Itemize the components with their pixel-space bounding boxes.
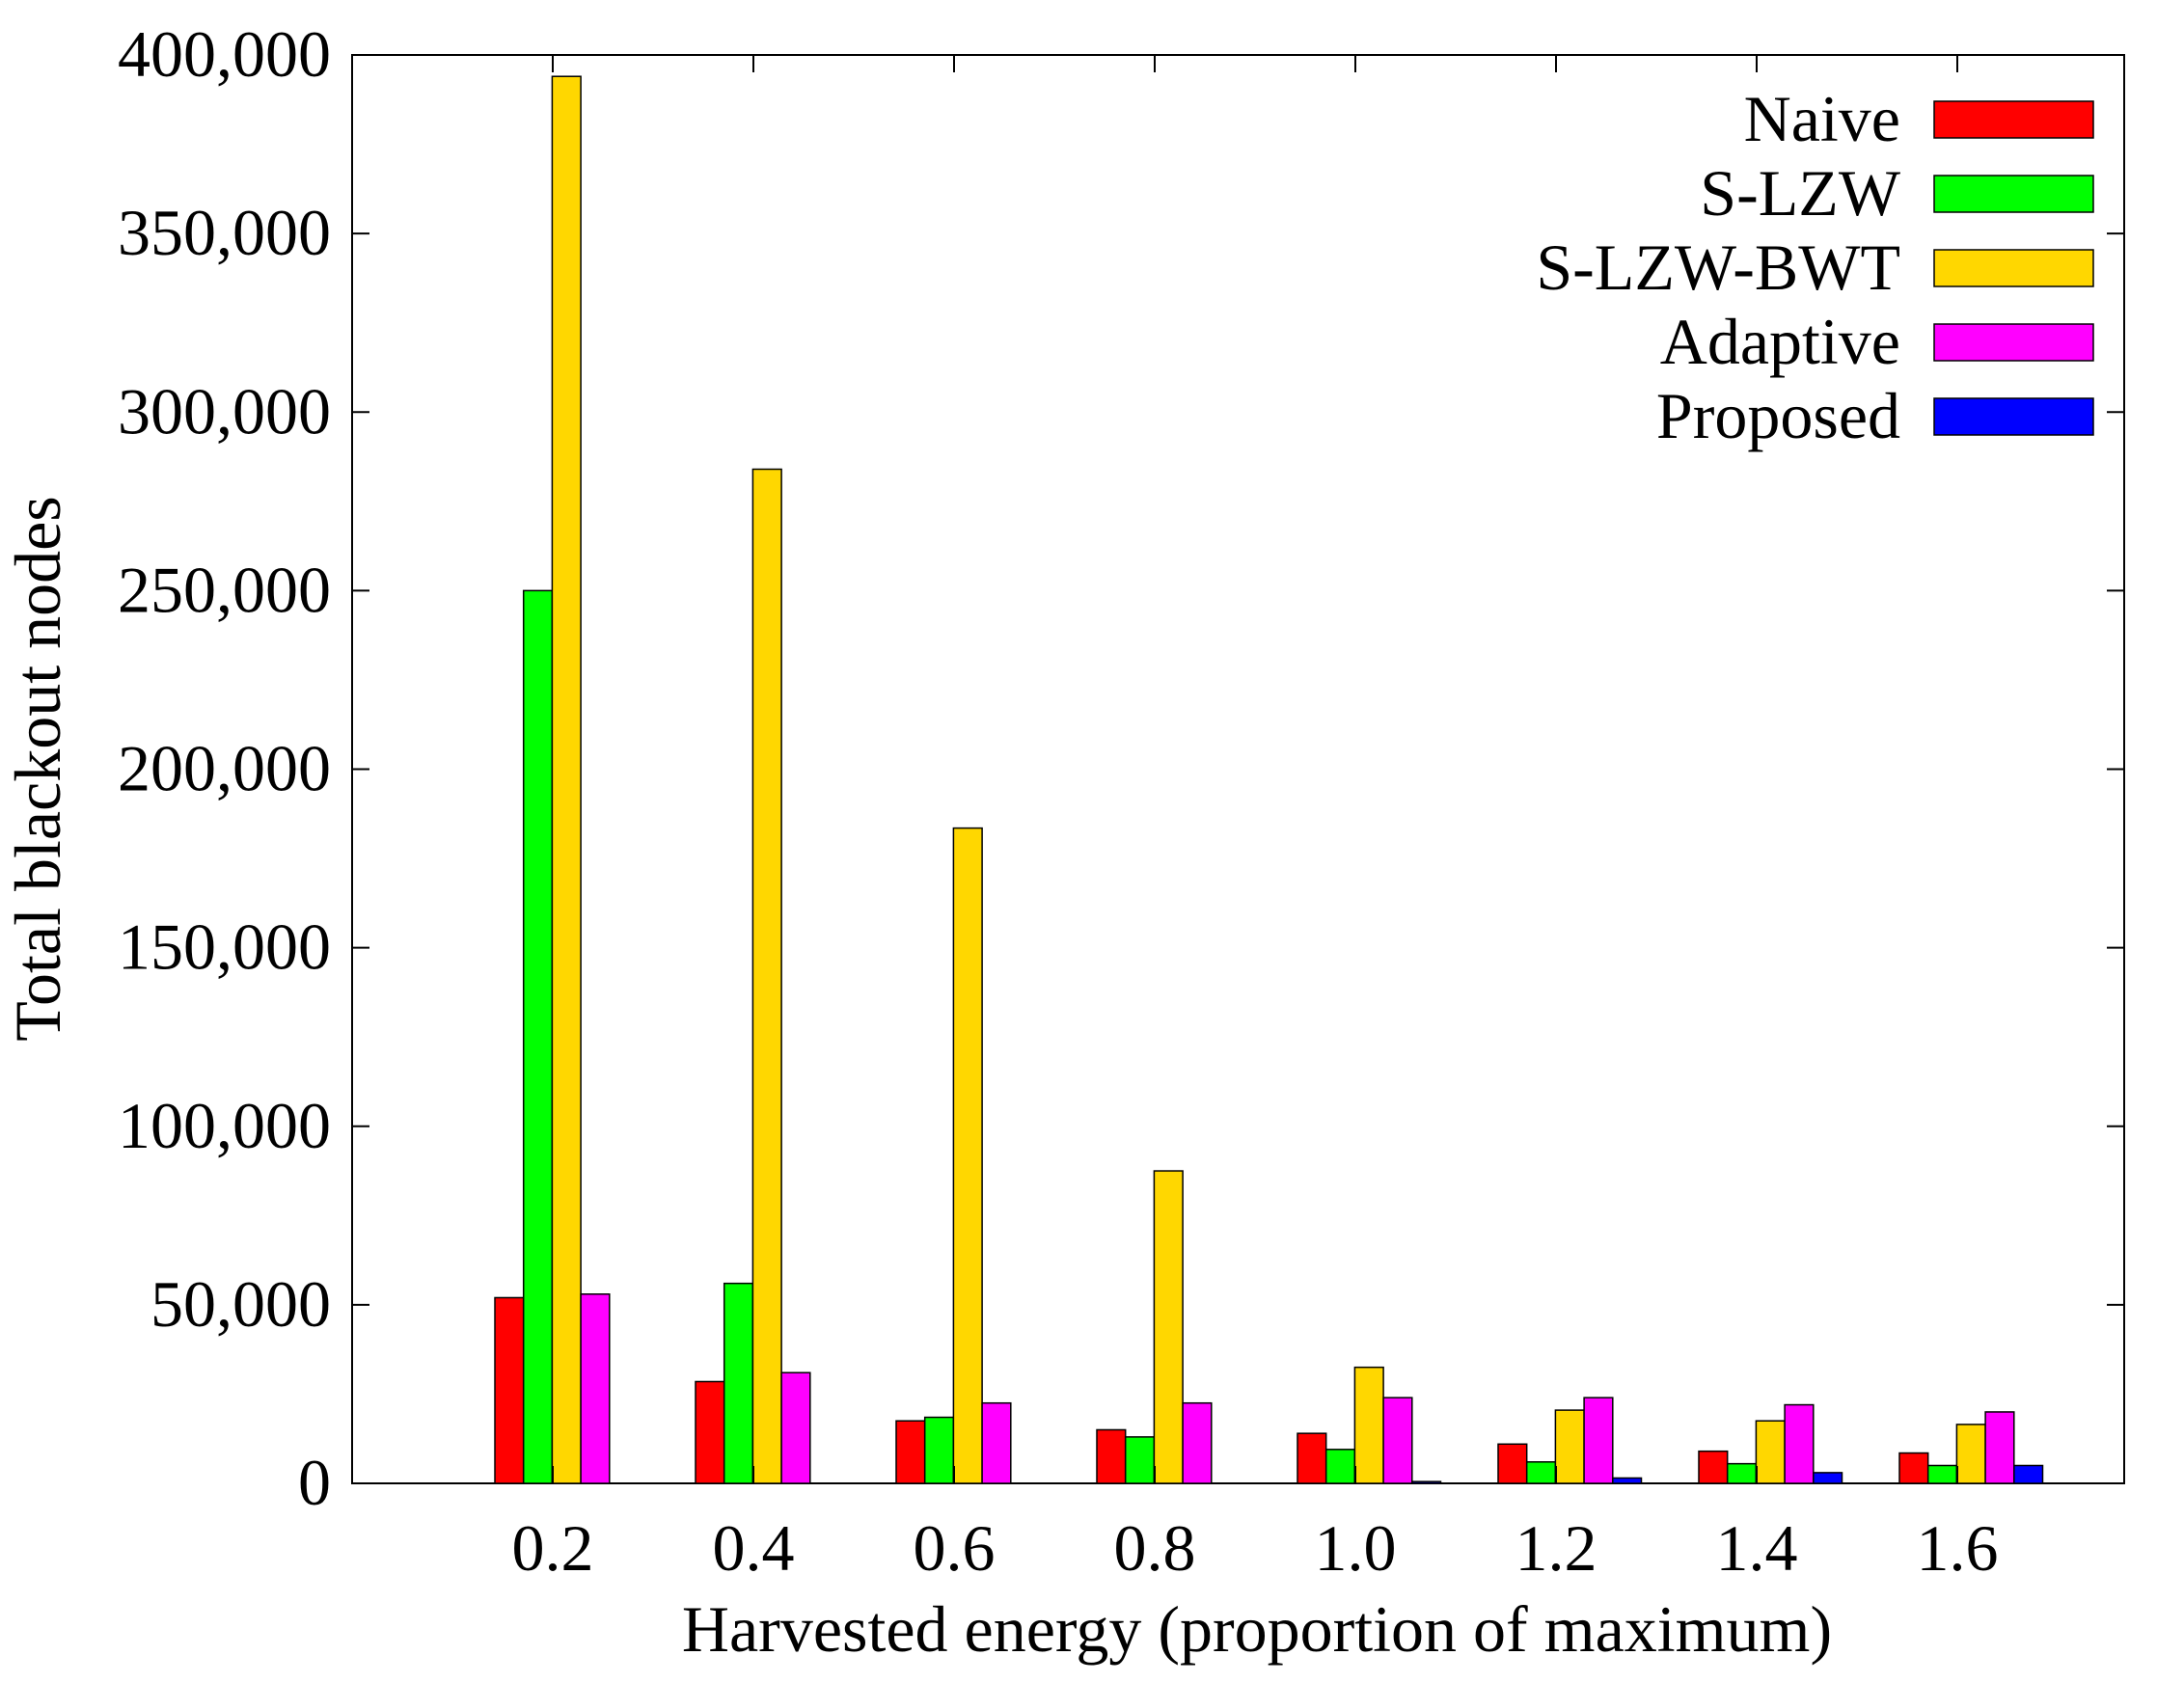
bar-naive — [494, 1296, 525, 1484]
bar-adaptive — [1784, 1403, 1815, 1484]
bar-s-lzw-bwt — [751, 468, 782, 1484]
bar-s-lzw-bwt — [1955, 1424, 1986, 1484]
bar-proposed — [2013, 1464, 2044, 1484]
bar-naive — [1497, 1443, 1528, 1484]
bar-group — [494, 75, 2044, 1484]
bar-naive — [895, 1420, 926, 1484]
y-tick-label: 300,000 — [118, 374, 331, 448]
bar-s-lzw-bwt — [1353, 1366, 1384, 1484]
bar-naive — [1096, 1428, 1127, 1484]
bar-naive — [695, 1380, 725, 1484]
legend-label: Proposed — [1656, 379, 1900, 452]
y-tick-label: 50,000 — [150, 1267, 331, 1341]
bar-s-lzw — [1324, 1449, 1356, 1484]
x-tick-label: 1.2 — [1515, 1511, 1597, 1585]
x-axis-title: Harvested energy (proportion of maximum) — [682, 1592, 1832, 1666]
bar-naive — [1297, 1432, 1327, 1484]
bar-naive — [1698, 1450, 1729, 1484]
bar-s-lzw-bwt — [1153, 1170, 1184, 1484]
bar-s-lzw-bwt — [551, 75, 582, 1484]
bar-adaptive — [1182, 1401, 1213, 1484]
legend-label: Naive — [1744, 82, 1900, 155]
y-tick-label: 150,000 — [118, 910, 331, 984]
bar-adaptive — [1984, 1411, 2015, 1484]
bar-adaptive — [780, 1371, 811, 1484]
x-tick-label: 0.4 — [713, 1511, 795, 1585]
bar-s-lzw — [723, 1282, 754, 1484]
bar-adaptive — [1583, 1397, 1614, 1484]
x-tick-label: 1.6 — [1917, 1511, 1999, 1585]
bar-s-lzw-bwt — [1755, 1420, 1786, 1484]
y-tick-label: 200,000 — [118, 732, 331, 805]
legend-label: Adaptive — [1660, 305, 1900, 378]
legend-label: S-LZW-BWT — [1536, 231, 1900, 304]
bar-s-lzw-bwt — [952, 827, 983, 1484]
bar-s-lzw — [1726, 1462, 1758, 1484]
bar-s-lzw — [522, 589, 554, 1484]
y-tick-label: 400,000 — [118, 17, 331, 91]
x-tick-label: 1.0 — [1315, 1511, 1397, 1585]
bar-adaptive — [1382, 1397, 1413, 1484]
bar-proposed — [1411, 1480, 1442, 1484]
x-tick-label: 0.2 — [512, 1511, 594, 1585]
bar-s-lzw-bwt — [1554, 1409, 1585, 1484]
x-tick-label: 1.4 — [1716, 1511, 1798, 1585]
x-tick-label: 0.8 — [1114, 1511, 1196, 1585]
bar-s-lzw — [1525, 1461, 1557, 1484]
y-axis-title: Total blackout nodes — [1, 496, 74, 1042]
legend-swatch — [1933, 100, 2094, 139]
y-tick-label: 100,000 — [118, 1089, 331, 1162]
bar-adaptive — [580, 1293, 611, 1484]
bar-s-lzw — [1124, 1436, 1156, 1484]
x-axis: 0.2 0.4 0.6 0.8 1.0 1.2 1.4 1.6 — [512, 55, 1999, 1585]
y-tick-label: 250,000 — [118, 553, 331, 626]
y-tick-label: 350,000 — [118, 196, 331, 269]
legend-swatch — [1933, 249, 2094, 287]
legend-swatch — [1933, 323, 2094, 362]
bar-s-lzw — [923, 1416, 955, 1484]
bar-proposed — [1612, 1477, 1643, 1484]
y-tick-label: 0 — [298, 1446, 331, 1519]
legend-label: S-LZW — [1700, 156, 1901, 230]
bar-adaptive — [981, 1401, 1012, 1484]
legend-swatch — [1933, 397, 2094, 436]
x-tick-label: 0.6 — [914, 1511, 996, 1585]
legend-swatch — [1933, 175, 2094, 213]
bar-s-lzw — [1926, 1464, 1958, 1484]
y-axis: 0 50,000 100,000 150,000 200,000 250,000 300,0… — [118, 17, 2124, 1519]
bar-naive — [1898, 1452, 1929, 1484]
bar-proposed — [1813, 1472, 1843, 1484]
